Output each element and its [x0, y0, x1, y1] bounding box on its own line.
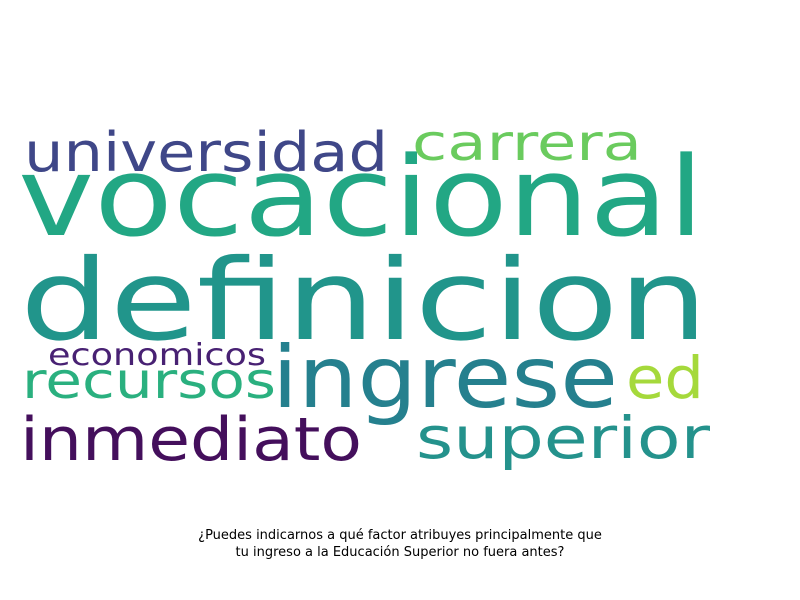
cloud-word-superior: superior: [416, 404, 710, 472]
cloud-word-definicion: definicion: [20, 236, 708, 366]
cloud-word-recursos: recursos: [22, 352, 276, 410]
caption-line-1: ¿Puedes indicarnos a qué factor atribuye…: [198, 528, 602, 543]
question-caption: ¿Puedes indicarnos a qué factor atribuye…: [0, 527, 800, 561]
cloud-word-inmediato: inmediato: [20, 405, 362, 475]
cloud-word-economicos: economicos: [48, 338, 266, 373]
cloud-word-ed: ed: [626, 344, 704, 412]
cloud-word-carrera: carrera: [412, 114, 642, 172]
caption-line-2: tu ingreso a la Educación Superior no fu…: [235, 545, 565, 560]
cloud-word-ingrese: ingrese: [272, 328, 618, 428]
cloud-word-universidad: universidad: [24, 121, 388, 184]
cloud-word-vocacional: vocacional: [18, 133, 704, 261]
